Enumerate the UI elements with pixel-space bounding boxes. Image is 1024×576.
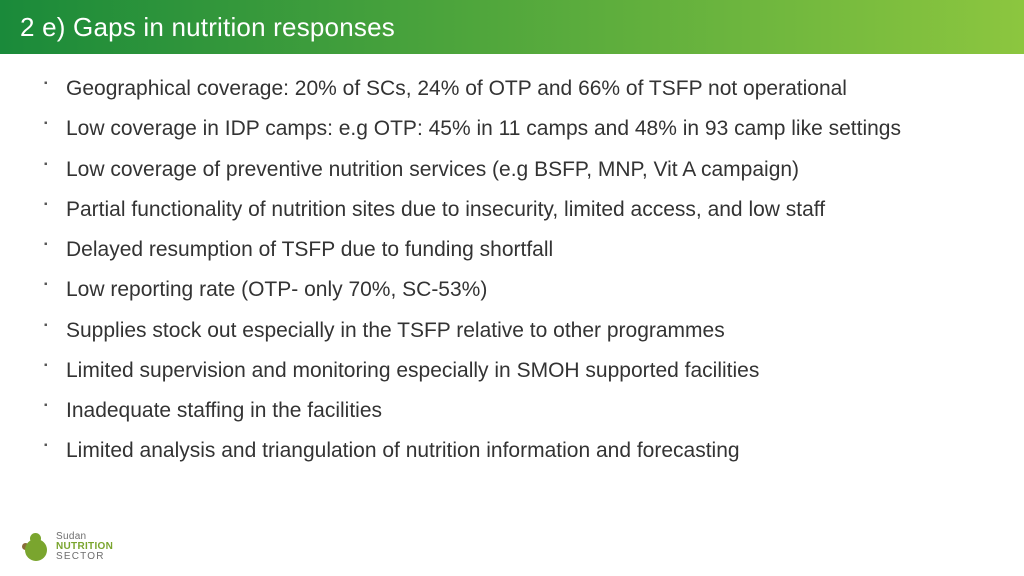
- logo-line-3: SECTOR: [56, 552, 113, 562]
- footer-logo: Sudan NUTRITION SECTOR: [22, 532, 113, 562]
- bullet-list: Geographical coverage: 20% of SCs, 24% o…: [44, 76, 980, 465]
- list-item: Geographical coverage: 20% of SCs, 24% o…: [44, 76, 980, 102]
- list-item: Partial functionality of nutrition sites…: [44, 197, 980, 223]
- slide-title: 2 e) Gaps in nutrition responses: [20, 12, 395, 43]
- slide-header: 2 e) Gaps in nutrition responses: [0, 0, 1024, 54]
- logo-text: Sudan NUTRITION SECTOR: [56, 532, 113, 562]
- list-item: Low coverage in IDP camps: e.g OTP: 45% …: [44, 116, 980, 142]
- list-item: Low coverage of preventive nutrition ser…: [44, 157, 980, 183]
- list-item: Supplies stock out especially in the TSF…: [44, 318, 980, 344]
- slide-body: Geographical coverage: 20% of SCs, 24% o…: [0, 54, 1024, 465]
- slide: 2 e) Gaps in nutrition responses Geograp…: [0, 0, 1024, 576]
- list-item: Limited analysis and triangulation of nu…: [44, 438, 980, 464]
- list-item: Inadequate staffing in the facilities: [44, 398, 980, 424]
- list-item: Low reporting rate (OTP- only 70%, SC-53…: [44, 277, 980, 303]
- list-item: Limited supervision and monitoring espec…: [44, 358, 980, 384]
- list-item: Delayed resumption of TSFP due to fundin…: [44, 237, 980, 263]
- logo-icon: [22, 533, 50, 561]
